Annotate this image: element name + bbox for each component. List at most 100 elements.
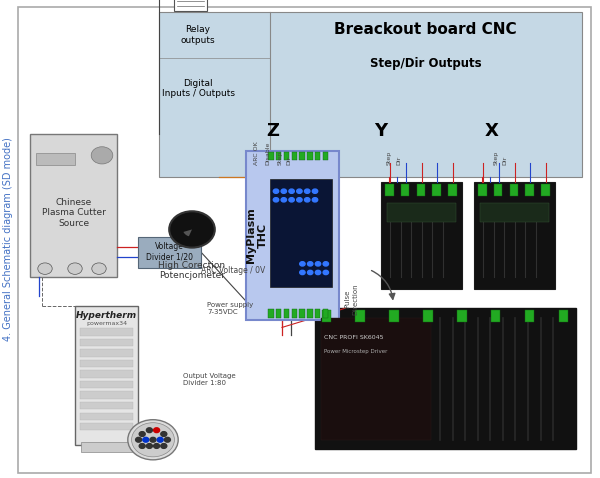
Text: Output Voltage
Divider 1:80: Output Voltage Divider 1:80	[183, 373, 236, 386]
Circle shape	[289, 198, 294, 202]
Bar	[525, 310, 535, 322]
Circle shape	[323, 270, 329, 274]
Text: Direction: Direction	[353, 283, 359, 315]
Bar	[448, 184, 457, 196]
Circle shape	[312, 189, 318, 194]
Circle shape	[146, 444, 152, 448]
Circle shape	[68, 263, 82, 274]
Circle shape	[139, 432, 145, 436]
Circle shape	[300, 261, 305, 266]
Text: Power Microstep Driver: Power Microstep Driver	[324, 349, 388, 354]
Circle shape	[157, 437, 163, 442]
Circle shape	[308, 270, 313, 274]
Text: Relay
outputs: Relay outputs	[181, 25, 215, 45]
Bar	[355, 310, 365, 322]
Bar	[416, 184, 425, 196]
Bar	[474, 182, 555, 289]
Bar	[292, 309, 297, 318]
Bar	[526, 184, 534, 196]
Circle shape	[296, 198, 302, 202]
Text: Breackout board CNC: Breackout board CNC	[334, 22, 517, 37]
Text: Step: Step	[386, 151, 391, 165]
Circle shape	[281, 189, 287, 194]
Text: Z: Z	[266, 122, 280, 140]
Text: MyPlasm
THC: MyPlasm THC	[246, 207, 268, 263]
Bar	[478, 184, 487, 196]
Bar	[30, 134, 117, 277]
Text: ARC Voltage / 0V: ARC Voltage / 0V	[201, 266, 265, 274]
Text: Disable: Disable	[266, 141, 271, 165]
Bar	[307, 309, 313, 318]
Circle shape	[308, 261, 313, 266]
Text: Dir: Dir	[396, 156, 401, 165]
Bar	[80, 349, 133, 357]
Bar	[387, 203, 456, 222]
Circle shape	[289, 189, 294, 194]
Bar	[559, 310, 568, 322]
Circle shape	[161, 444, 167, 448]
Circle shape	[300, 270, 305, 274]
Circle shape	[154, 428, 160, 433]
Bar	[80, 370, 133, 378]
Text: Step: Step	[277, 151, 282, 165]
Bar	[323, 152, 328, 160]
Bar	[80, 360, 133, 367]
Circle shape	[169, 211, 215, 248]
Bar	[284, 309, 289, 318]
Text: CNC PROFI SK6045: CNC PROFI SK6045	[324, 335, 383, 339]
Bar	[268, 152, 274, 160]
Bar	[433, 184, 441, 196]
Circle shape	[274, 189, 278, 194]
Bar	[307, 152, 313, 160]
Circle shape	[305, 198, 310, 202]
Bar	[80, 423, 133, 430]
Text: Dir: Dir	[503, 156, 508, 165]
Circle shape	[161, 432, 167, 436]
Text: Step: Step	[493, 151, 498, 165]
Circle shape	[92, 263, 106, 274]
Circle shape	[150, 437, 156, 442]
Circle shape	[91, 147, 113, 164]
Bar	[80, 391, 133, 399]
Bar	[494, 184, 502, 196]
Bar	[284, 152, 289, 160]
Bar	[299, 309, 305, 318]
Bar	[80, 413, 133, 420]
Bar	[322, 310, 331, 322]
Text: Dir: Dir	[287, 156, 292, 165]
Circle shape	[274, 198, 278, 202]
Circle shape	[164, 437, 170, 442]
Bar	[80, 381, 133, 388]
Circle shape	[296, 189, 302, 194]
Circle shape	[128, 420, 178, 460]
Bar	[321, 318, 431, 440]
Circle shape	[38, 263, 52, 274]
Bar	[323, 309, 328, 318]
Text: Chinese
Plasma Cutter
Source: Chinese Plasma Cutter Source	[41, 198, 106, 228]
Circle shape	[305, 189, 310, 194]
Text: Power supply
7-35VDC: Power supply 7-35VDC	[207, 302, 253, 315]
Circle shape	[143, 437, 149, 442]
Bar	[268, 309, 274, 318]
Text: High Corection
Potencjometer: High Corection Potencjometer	[158, 261, 226, 280]
Bar	[423, 310, 433, 322]
Text: Step/Dir Outputs: Step/Dir Outputs	[370, 57, 481, 70]
Bar	[270, 179, 332, 287]
Bar	[80, 328, 133, 336]
Bar	[36, 153, 75, 165]
Circle shape	[136, 437, 142, 442]
Text: X: X	[485, 122, 499, 140]
Bar	[315, 152, 320, 160]
Circle shape	[131, 423, 175, 457]
Bar	[81, 442, 132, 452]
Text: Pulse: Pulse	[344, 290, 350, 308]
Circle shape	[154, 444, 160, 448]
Bar	[299, 152, 305, 160]
Bar	[315, 309, 320, 318]
Bar	[381, 182, 462, 289]
Wedge shape	[184, 229, 192, 236]
Circle shape	[316, 261, 320, 266]
Bar	[159, 12, 582, 177]
Bar	[480, 203, 549, 222]
Text: Voltage
Divider 1/20: Voltage Divider 1/20	[146, 242, 193, 262]
